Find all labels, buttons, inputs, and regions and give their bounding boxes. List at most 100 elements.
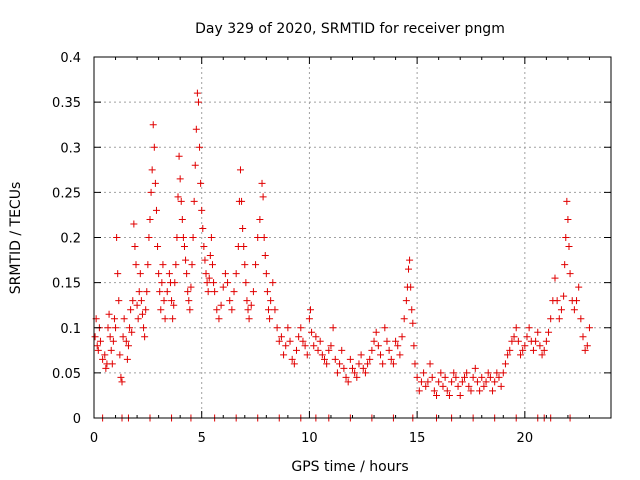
data-point [463,369,471,377]
data-point [137,297,145,305]
data-point [385,346,393,354]
data-point [127,306,135,314]
data-point [323,360,331,368]
data-point [327,342,335,350]
chart-title: Day 329 of 2020, SRMTID for receiver png… [195,21,505,37]
data-point [336,360,344,368]
data-point [331,355,339,363]
data-point [210,279,218,287]
data-point [489,387,497,395]
data-point [422,382,430,390]
data-point [458,378,466,386]
data-point [288,355,296,363]
data-point [410,342,418,350]
data-point [260,234,268,241]
data-point [471,364,479,372]
data-point [112,324,120,332]
data-point [244,306,252,314]
data-point [433,391,441,399]
data-point [366,355,374,363]
data-point [157,306,165,314]
data-point [314,346,322,354]
data-point [566,270,574,278]
data-point [96,337,104,345]
x-tick-label: 20 [517,431,534,446]
data-point [486,373,494,381]
data-point [138,310,146,318]
data-point [417,378,425,386]
data-point [240,243,248,251]
data-point [579,333,587,341]
data-point [361,369,369,377]
data-point [247,301,255,309]
data-point [180,243,188,251]
data-point [110,315,118,323]
data-point [190,197,198,205]
data-point [461,373,469,381]
data-point [254,234,262,241]
data-point [415,387,423,395]
data-point [441,373,449,381]
data-point [501,360,509,368]
data-point [529,346,537,354]
data-point [325,346,333,354]
data-point [213,306,221,314]
data-point [204,288,212,296]
data-point [357,351,365,359]
data-point [316,337,324,345]
data-point [292,346,300,354]
data-point [136,270,144,278]
data-point [271,306,279,314]
data-point [473,378,481,386]
data-point [201,256,209,264]
data-point [577,315,585,323]
data-point [142,306,150,314]
data-point [495,373,503,381]
data-point [536,342,544,350]
data-point [484,369,492,377]
data-point [150,143,158,151]
data-point [364,360,372,368]
data-point [398,333,406,341]
data-point [575,283,583,291]
data-point [424,378,432,386]
data-point [557,306,565,314]
x-axis-label: GPS time / hours [291,459,408,475]
data-point [159,261,167,269]
data-point [226,297,234,305]
data-point [443,387,451,395]
data-point [236,166,244,174]
data-point [170,301,178,309]
grid [94,57,611,418]
data-point [152,206,160,214]
data-point [123,355,131,363]
data-point [377,351,385,359]
plot-frame [93,56,612,419]
data-point [94,346,102,354]
data-point [129,297,137,305]
data-point [206,252,214,260]
data-point [396,351,404,359]
data-point [205,274,213,282]
data-point [176,175,184,183]
data-point [171,279,179,287]
data-point [172,261,180,269]
data-point [282,342,290,350]
data-point [400,315,408,323]
data-point [134,315,142,323]
data-point [456,391,464,399]
data-point [482,378,490,386]
data-point [333,369,341,377]
data-point [160,297,168,305]
data-point [120,315,128,323]
data-point [198,206,206,214]
data-point [413,373,421,381]
data-point [178,215,186,223]
data-point [217,301,225,309]
data-point [267,297,275,305]
data-point [510,333,518,341]
data-point [128,328,136,336]
data-point [368,346,376,354]
data-point [263,288,271,296]
y-tick-label: 0.2 [60,232,81,247]
